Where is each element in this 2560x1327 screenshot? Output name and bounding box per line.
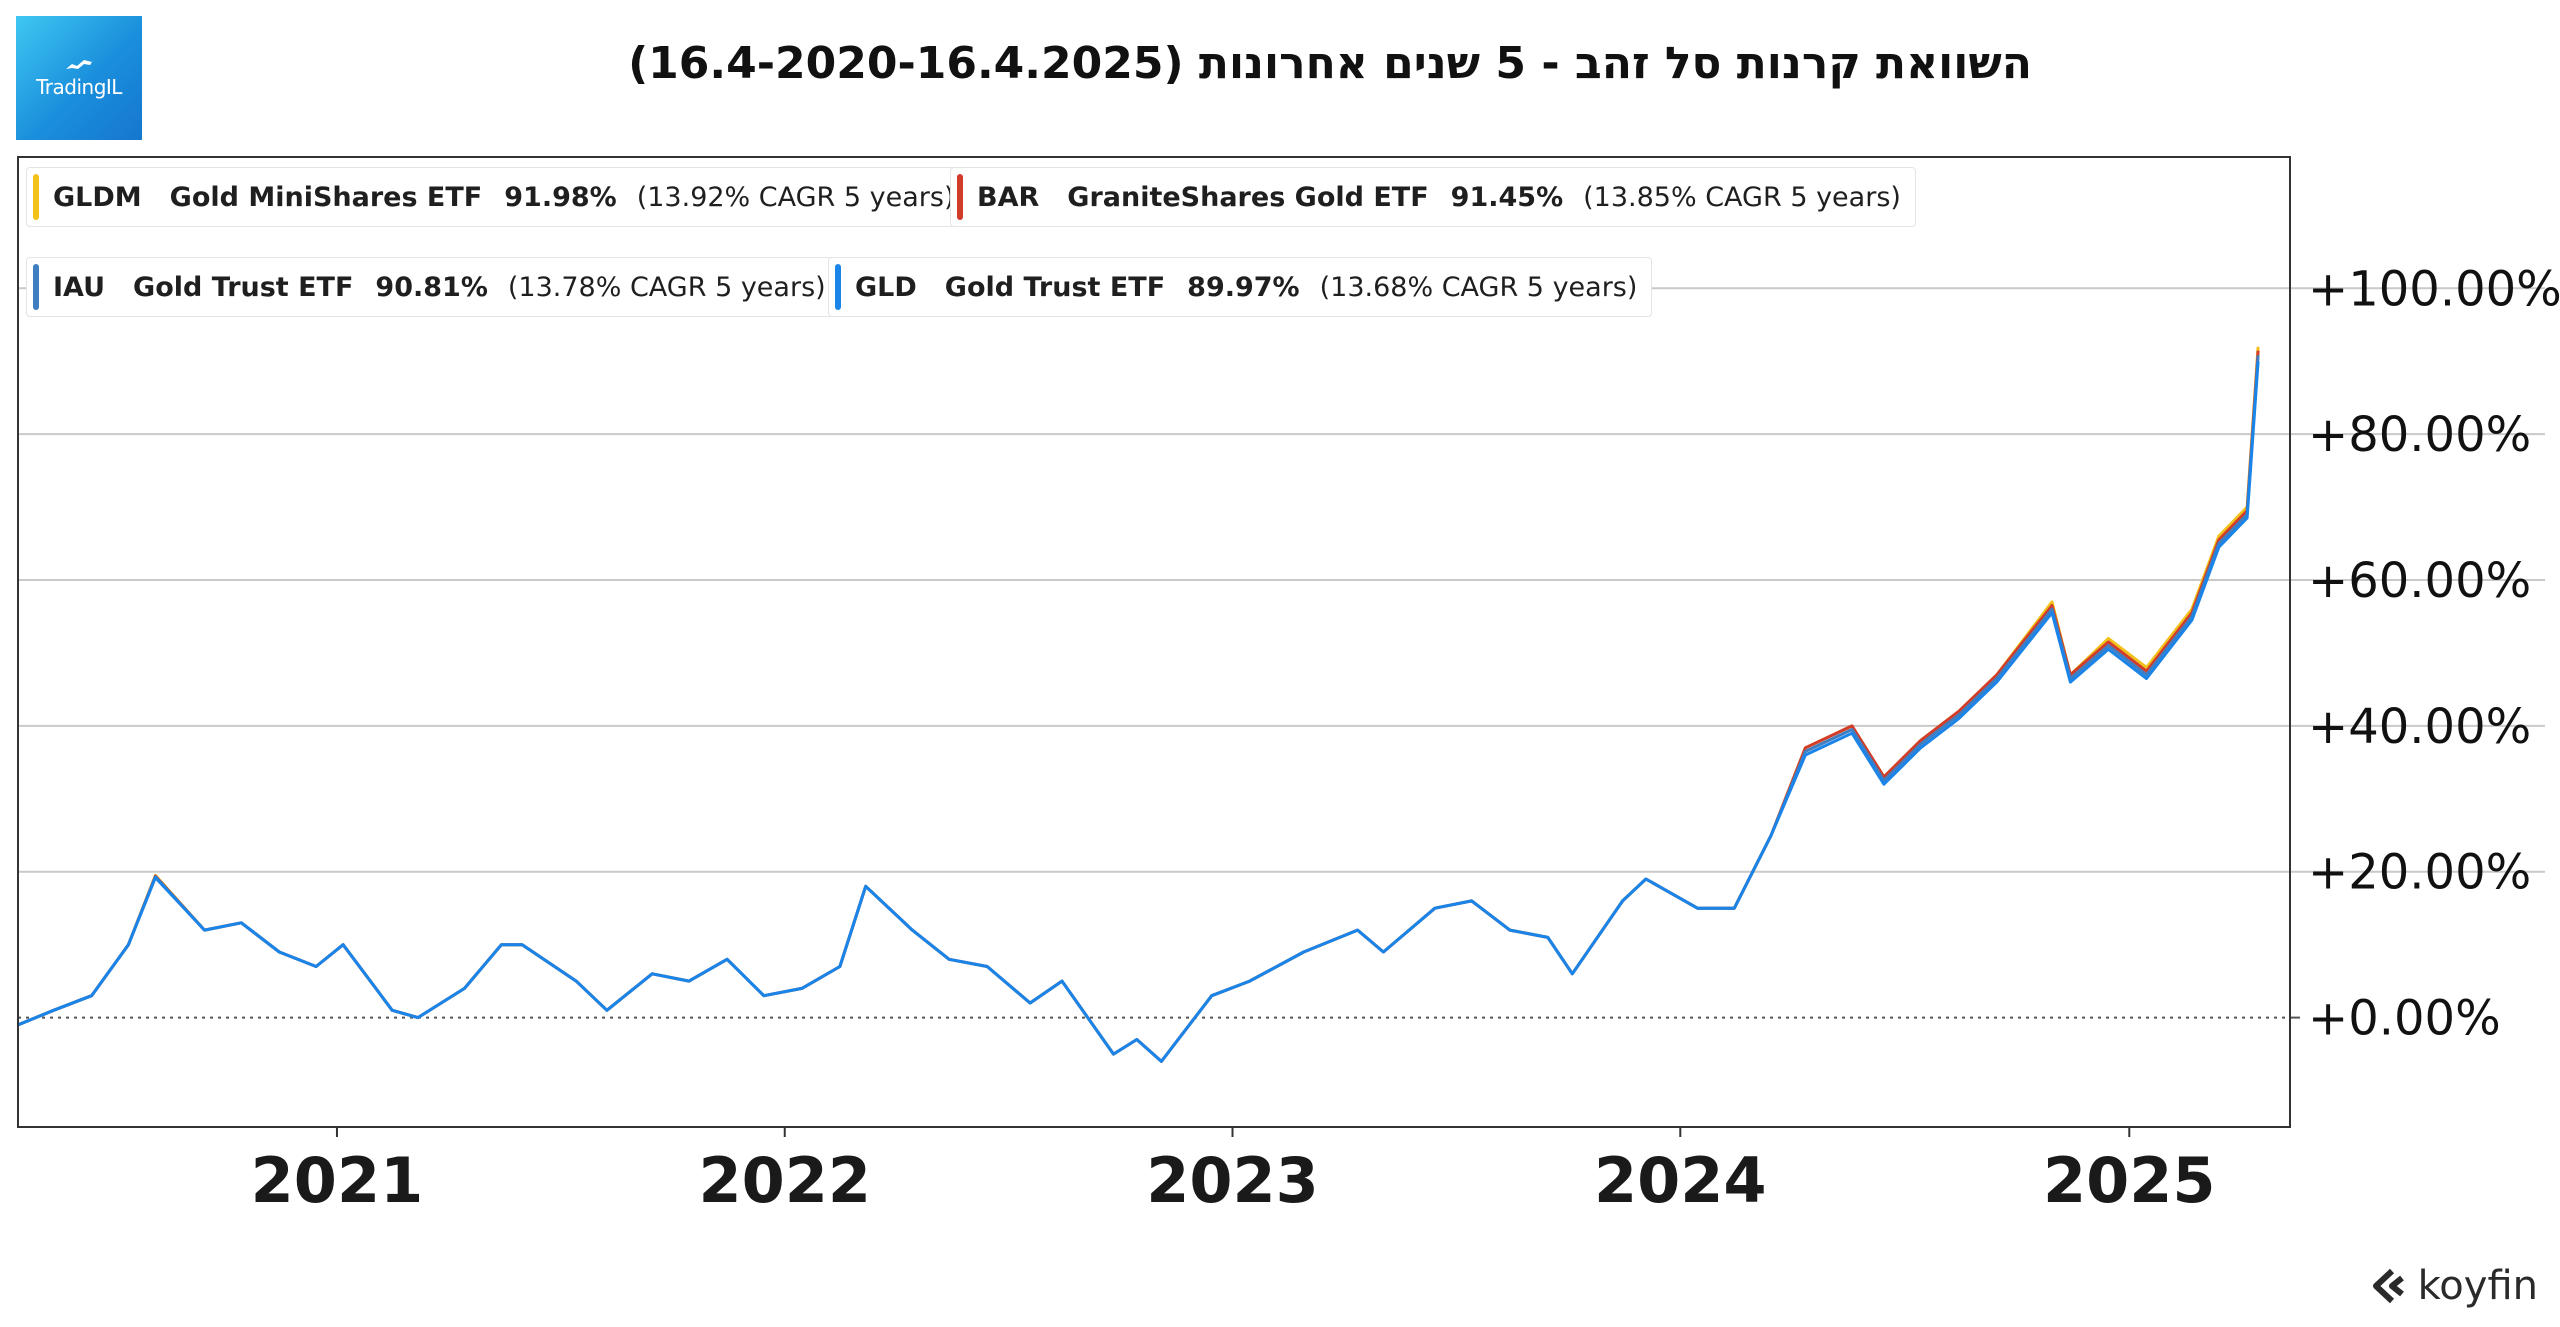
legend-name: GraniteShares Gold ETF <box>1067 181 1429 213</box>
legend-return: 90.81% <box>375 271 488 303</box>
y-axis: +0.00% +20.00% +40.00% +60.00% +80.00% +100.0… <box>2308 261 2560 1046</box>
y-tick-label: +100.00% <box>2308 261 2560 317</box>
x-tick-label: 2024 <box>1594 1144 1767 1217</box>
legend-swatch <box>33 174 39 220</box>
brand-text: koyfin <box>2417 1263 2538 1309</box>
series-line-bar <box>17 350 2260 1063</box>
legend-ticker: GLDM <box>53 181 142 213</box>
x-tick-label: 2023 <box>1146 1144 1319 1217</box>
x-tick-label: 2025 <box>2043 1144 2216 1217</box>
chart-title: השוואת קרנות סל זהב - 5 שנים אחרונות (16… <box>628 38 2032 89</box>
koyfin-brand: koyfin <box>2370 1263 2538 1309</box>
legend-name: Gold Trust ETF <box>944 271 1166 303</box>
y-tick-label: +60.00% <box>2308 553 2531 609</box>
series-lines <box>17 346 2260 1063</box>
legend-name: Gold Trust ETF <box>133 271 354 303</box>
legend-item-gld[interactable]: GLD Gold Trust ETF 89.97% (13.68% CAGR 5… <box>828 257 1653 317</box>
legend-ticker: BAR <box>977 181 1040 213</box>
y-tick-label: +40.00% <box>2308 699 2531 755</box>
legend-cagr: (13.85% CAGR 5 years) <box>1583 181 1901 213</box>
y-tick-label: +0.00% <box>2308 991 2501 1047</box>
legend-cagr: (13.78% CAGR 5 years) <box>507 271 826 303</box>
y-tick-label: +20.00% <box>2308 845 2531 901</box>
series-line-gldm <box>17 346 2260 1063</box>
legend-return: 91.98% <box>504 181 617 213</box>
legend-item-gldm[interactable]: GLDM Gold MiniShares ETF 91.98% (13.92% … <box>26 167 970 227</box>
legend-item-bar[interactable]: BAR GraniteShares Gold ETF 91.45% (13.85… <box>950 167 1916 227</box>
legend-ticker: IAU <box>53 271 106 303</box>
legend-return: 89.97% <box>1187 271 1300 303</box>
bull-icon <box>66 60 92 69</box>
y-tick-label: +80.00% <box>2308 407 2531 463</box>
plot-frame <box>17 156 2291 1128</box>
legend-return: 91.45% <box>1450 181 1564 213</box>
x-axis: 2021 2022 2023 2024 2025 <box>251 1127 2216 1217</box>
legend-name: Gold MiniShares ETF <box>169 181 483 213</box>
legend-cagr: (13.68% CAGR 5 years) <box>1319 271 1638 303</box>
series-line-iau <box>17 355 2260 1063</box>
series-line-gld <box>17 361 2260 1063</box>
legend-swatch <box>835 264 841 310</box>
legend-ticker: GLD <box>855 271 917 303</box>
x-tick-label: 2022 <box>698 1144 871 1217</box>
legend-swatch <box>957 174 963 220</box>
logo-text: TradingIL <box>36 75 122 99</box>
legend-item-iau[interactable]: IAU Gold Trust ETF 90.81% (13.78% CAGR 5… <box>26 257 841 317</box>
x-tick-label: 2021 <box>251 1144 424 1217</box>
legend-cagr: (13.92% CAGR 5 years) <box>636 181 955 213</box>
tradingil-logo: TradingIL <box>16 16 142 140</box>
legend-swatch <box>33 264 39 310</box>
koyfin-chevron-icon <box>2372 1268 2404 1304</box>
